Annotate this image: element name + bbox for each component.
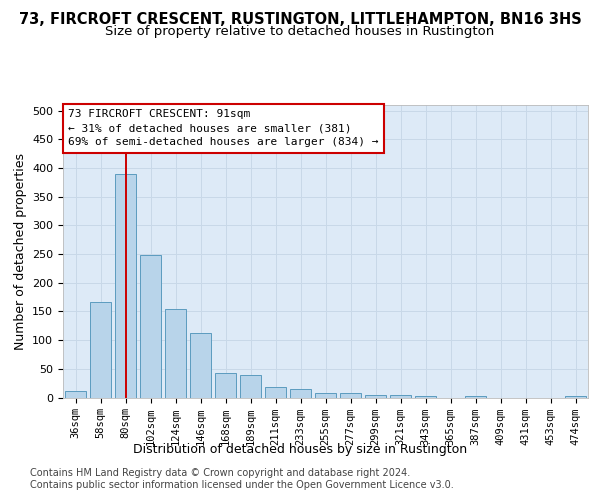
Bar <box>340 394 361 398</box>
Bar <box>90 302 111 398</box>
Bar <box>315 393 336 398</box>
Bar <box>265 387 286 398</box>
Text: 73 FIRCROFT CRESCENT: 91sqm
← 31% of detached houses are smaller (381)
69% of se: 73 FIRCROFT CRESCENT: 91sqm ← 31% of det… <box>68 110 379 148</box>
Bar <box>365 394 386 398</box>
Bar <box>140 256 161 398</box>
Bar <box>240 374 261 398</box>
Text: 73, FIRCROFT CRESCENT, RUSTINGTON, LITTLEHAMPTON, BN16 3HS: 73, FIRCROFT CRESCENT, RUSTINGTON, LITTL… <box>19 12 581 28</box>
Bar <box>165 308 186 398</box>
Bar <box>115 174 136 398</box>
Bar <box>565 396 586 398</box>
Y-axis label: Number of detached properties: Number of detached properties <box>14 153 26 350</box>
Bar <box>465 396 486 398</box>
Bar <box>390 395 411 398</box>
Bar <box>190 332 211 398</box>
Text: Contains HM Land Registry data © Crown copyright and database right 2024.: Contains HM Land Registry data © Crown c… <box>30 468 410 477</box>
Bar <box>215 374 236 398</box>
Bar <box>65 391 86 398</box>
Bar <box>415 396 436 398</box>
Text: Contains public sector information licensed under the Open Government Licence v3: Contains public sector information licen… <box>30 480 454 490</box>
Text: Size of property relative to detached houses in Rustington: Size of property relative to detached ho… <box>106 25 494 38</box>
Bar <box>290 390 311 398</box>
Text: Distribution of detached houses by size in Rustington: Distribution of detached houses by size … <box>133 442 467 456</box>
